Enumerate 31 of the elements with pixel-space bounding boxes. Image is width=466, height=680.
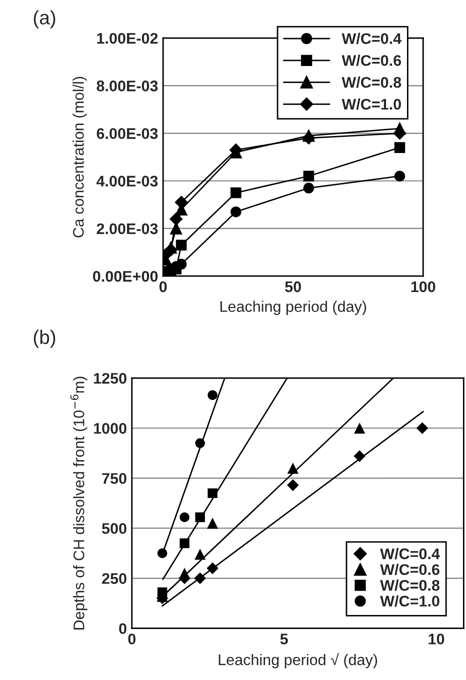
text: (a) xyxy=(34,10,56,28)
y-tick-label: 250 xyxy=(102,573,126,584)
y-tick-label: 8.00E-03 xyxy=(96,80,158,92)
y-tick-label: 0 xyxy=(119,623,126,634)
legend-label: W/C=0.8 xyxy=(380,580,440,591)
y-tick-label: 500 xyxy=(102,523,126,534)
x-tick-label: 50 xyxy=(285,281,301,292)
y-tick-label: 2.00E-03 xyxy=(96,223,158,234)
legend-label: W/C=0.4 xyxy=(342,32,402,44)
y-tick-label: 1.00E-02 xyxy=(97,32,158,44)
y-tick-label: 6.00E-03 xyxy=(96,128,158,139)
y-axis-title: Ca concentration (mol/l) xyxy=(72,76,87,238)
x-tick-label: 5 xyxy=(280,634,288,644)
y-tick-label: 0.00E+00 xyxy=(93,270,158,282)
legend-label: W/C=0.6 xyxy=(380,564,440,576)
y-axis-title: Depths of CH dissolved front (10$^{−6}$m) xyxy=(70,376,88,630)
legend-label: W/C=1.0 xyxy=(342,98,401,110)
x-tick-label: 100 xyxy=(411,281,436,292)
y-tick-label: 1000 xyxy=(94,422,126,434)
legend-label: W/C=0.6 xyxy=(342,54,402,66)
legend-label: W/C=0.8 xyxy=(342,76,402,88)
legend-label: W/C=1.0 xyxy=(380,595,440,607)
x-tick-label: 0 xyxy=(159,281,167,292)
x-axis-title: Leaching period √ (day) xyxy=(218,652,378,668)
y-tick-label: 4.00E-03 xyxy=(96,176,158,187)
y-tick-label: 750 xyxy=(102,473,126,484)
legend-label: W/C=0.4 xyxy=(380,548,440,560)
y-tick-label: 1250 xyxy=(94,372,126,384)
x-axis-title: Leaching period (day) xyxy=(220,300,366,315)
text: (b) xyxy=(34,330,56,348)
x-tick-label: 10 xyxy=(428,634,444,644)
